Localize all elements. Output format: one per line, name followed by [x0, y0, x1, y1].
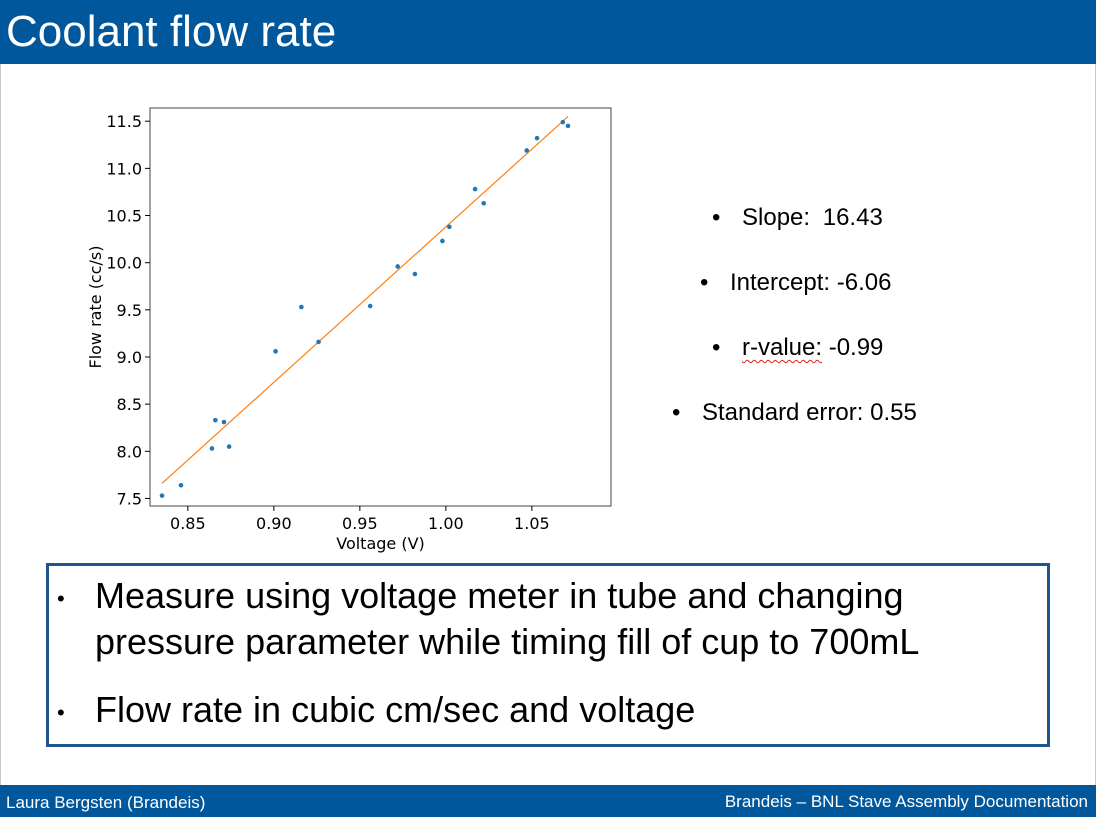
bullet-dot: • [712, 204, 721, 231]
x-tick-label: 0.95 [342, 514, 378, 533]
bullet-line-1: Measure using voltage meter in tube and … [95, 575, 904, 616]
stat-standard-error: • Standard error: 0.55 [672, 399, 917, 427]
data-point [560, 119, 566, 125]
y-axis-label: Flow rate (cc/s) [86, 246, 105, 369]
data-point [209, 446, 215, 451]
stat-standard-error-value: 0.55 [870, 399, 917, 426]
bullet-line-3: Flow rate in cubic cm/sec and voltage [95, 689, 696, 730]
stat-r-value-label: r-value: [742, 334, 823, 361]
stat-slope-label: Slope: [742, 204, 811, 231]
data-point [472, 186, 478, 192]
footer-project: Brandeis – BNL Stave Assembly Documentat… [724, 792, 1088, 811]
stat-intercept-label: Intercept: [730, 269, 831, 296]
data-point [159, 493, 165, 498]
x-tick-label: 0.90 [256, 514, 292, 533]
data-point [316, 339, 321, 345]
stat-standard-error-label: Standard error: [702, 399, 864, 426]
scatter-chart: 0.85 0.90 0.95 1.00 1.05 7.5 8.0 8.5 9.0 9.5 10.0 1… [86, 107, 612, 553]
plot-frame [149, 107, 612, 507]
data-point [226, 444, 232, 449]
footer-author: Laura Bergsten (Brandeis) [6, 793, 206, 812]
bullet-dot: • [672, 399, 681, 426]
x-tick-label: 0.85 [170, 514, 206, 533]
bullet-dot: • [57, 700, 65, 725]
x-tick-label: 1.05 [514, 514, 550, 533]
y-tick-label: 10.0 [106, 254, 142, 273]
slide-title: Coolant flow rate [6, 7, 337, 56]
x-tick-label: 1.00 [428, 514, 464, 533]
data-point [395, 264, 401, 269]
bullet-dot: • [57, 586, 65, 611]
data-point [447, 224, 452, 230]
y-tick-label: 11.5 [106, 112, 142, 131]
data-point [481, 200, 487, 206]
data-point [213, 417, 218, 423]
stat-r-value-value: -0.99 [828, 334, 884, 361]
stat-r-value: • r-value: -0.99 [712, 334, 884, 362]
stat-intercept-value: -6.06 [836, 269, 892, 296]
data-point [299, 304, 304, 310]
data-point [273, 349, 278, 354]
x-axis-label: Voltage (V) [336, 534, 425, 553]
footer-bar: Laura Bergsten (Brandeis) Brandeis – BNL… [0, 785, 1096, 817]
bullet-dot: • [700, 269, 709, 296]
data-point [221, 419, 227, 425]
data-point [565, 123, 571, 129]
bullet-box: • Measure using voltage meter in tube an… [46, 563, 1050, 747]
stat-slope: • Slope: 16.43 [712, 204, 883, 232]
y-tick-label: 11.0 [106, 159, 142, 178]
y-tick-label: 7.5 [117, 489, 142, 508]
data-point [534, 135, 540, 141]
y-tick-label: 9.5 [117, 301, 142, 320]
bullet-line-2: pressure parameter while timing fill of … [95, 621, 920, 662]
y-tick-label: 10.5 [106, 207, 142, 226]
stat-intercept: • Intercept: -6.06 [700, 269, 892, 297]
stat-slope-value: 16.43 [822, 204, 883, 231]
bullet-dot: • [712, 334, 721, 361]
fit-line [161, 116, 569, 484]
y-tick-label: 9.0 [117, 348, 142, 367]
data-point [178, 482, 184, 488]
data-point [524, 148, 530, 153]
data-point [440, 238, 445, 244]
title-bar: Coolant flow rate [0, 0, 1096, 64]
data-point [367, 303, 373, 309]
data-point [412, 271, 418, 277]
y-tick-label: 8.0 [117, 442, 142, 461]
y-tick-label: 8.5 [117, 395, 142, 414]
